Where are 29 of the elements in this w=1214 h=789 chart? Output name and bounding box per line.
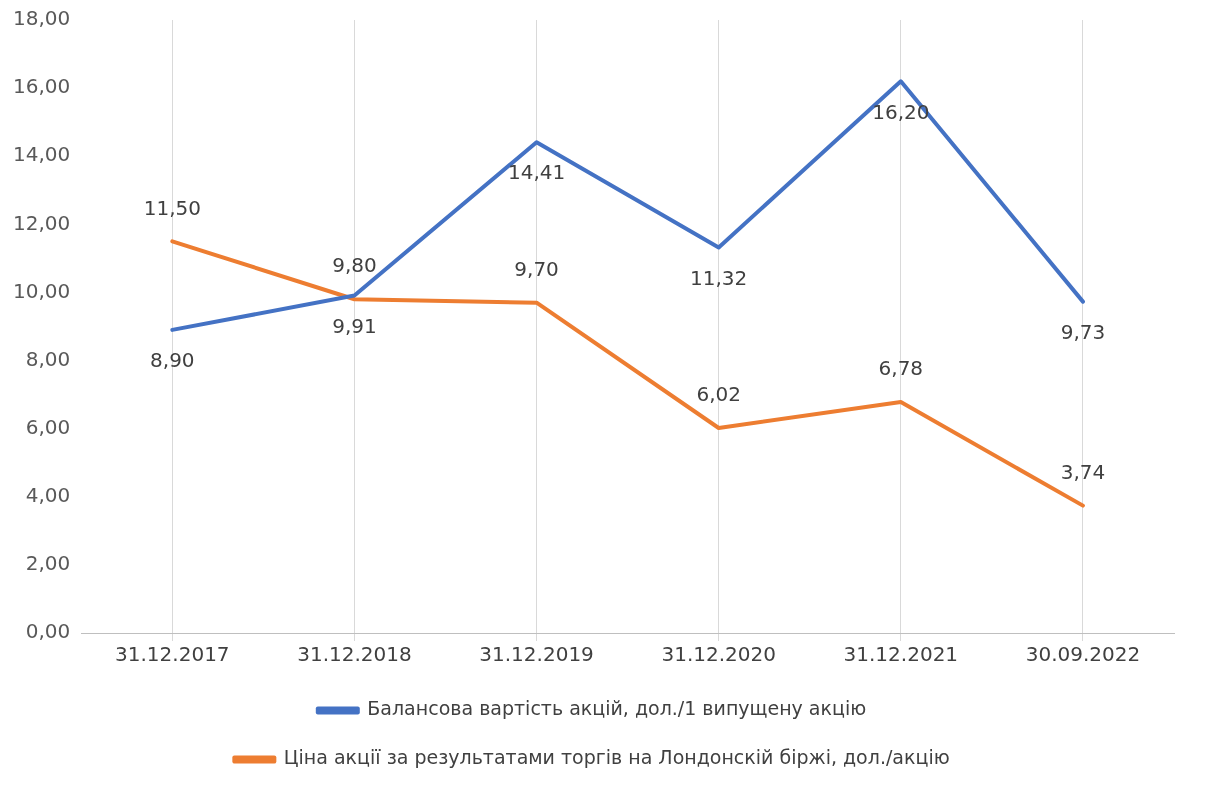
y-tick-label: 10,00 bbox=[12, 278, 71, 303]
data-label: 3,74 bbox=[1060, 459, 1106, 484]
data-label: 14,41 bbox=[507, 160, 566, 185]
y-tick-label: 8,00 bbox=[25, 346, 71, 371]
y-tick-label: 14,00 bbox=[12, 142, 71, 167]
x-tick-label: 30.09.2022 bbox=[1025, 642, 1141, 667]
y-tick-label: 18,00 bbox=[12, 6, 71, 31]
data-label: 11,50 bbox=[143, 195, 201, 220]
x-tick-label: 31.12.2017 bbox=[115, 642, 230, 667]
y-tick-label: 2,00 bbox=[25, 551, 71, 576]
data-label: 6,78 bbox=[878, 356, 924, 381]
data-label: 9,80 bbox=[332, 253, 377, 278]
x-tick-label: 31.12.2018 bbox=[297, 642, 412, 667]
x-tick-label: 31.12.2020 bbox=[661, 642, 776, 667]
data-label: 11,32 bbox=[690, 265, 748, 290]
x-tick-label: 31.12.2021 bbox=[843, 642, 959, 667]
y-tick-label: 4,00 bbox=[25, 482, 71, 507]
x-tick-label: 31.12.2019 bbox=[479, 642, 594, 667]
data-label: 9,70 bbox=[514, 256, 559, 281]
legend-label: Балансова вартість акцій, дол./1 випущену акцію bbox=[367, 697, 867, 720]
y-tick-label: 12,00 bbox=[12, 210, 71, 235]
data-label: 9,91 bbox=[332, 313, 377, 338]
data-label: 8,90 bbox=[150, 348, 195, 373]
legend-label: Ціна акції за результатами торгів на Лондонскій біржі, дол./акцію bbox=[283, 746, 950, 769]
y-tick-label: 0,00 bbox=[25, 619, 71, 644]
y-tick-label: 16,00 bbox=[12, 74, 71, 99]
y-tick-label: 6,00 bbox=[25, 414, 71, 439]
data-label: 9,73 bbox=[1060, 319, 1106, 344]
data-label: 6,02 bbox=[696, 382, 741, 407]
